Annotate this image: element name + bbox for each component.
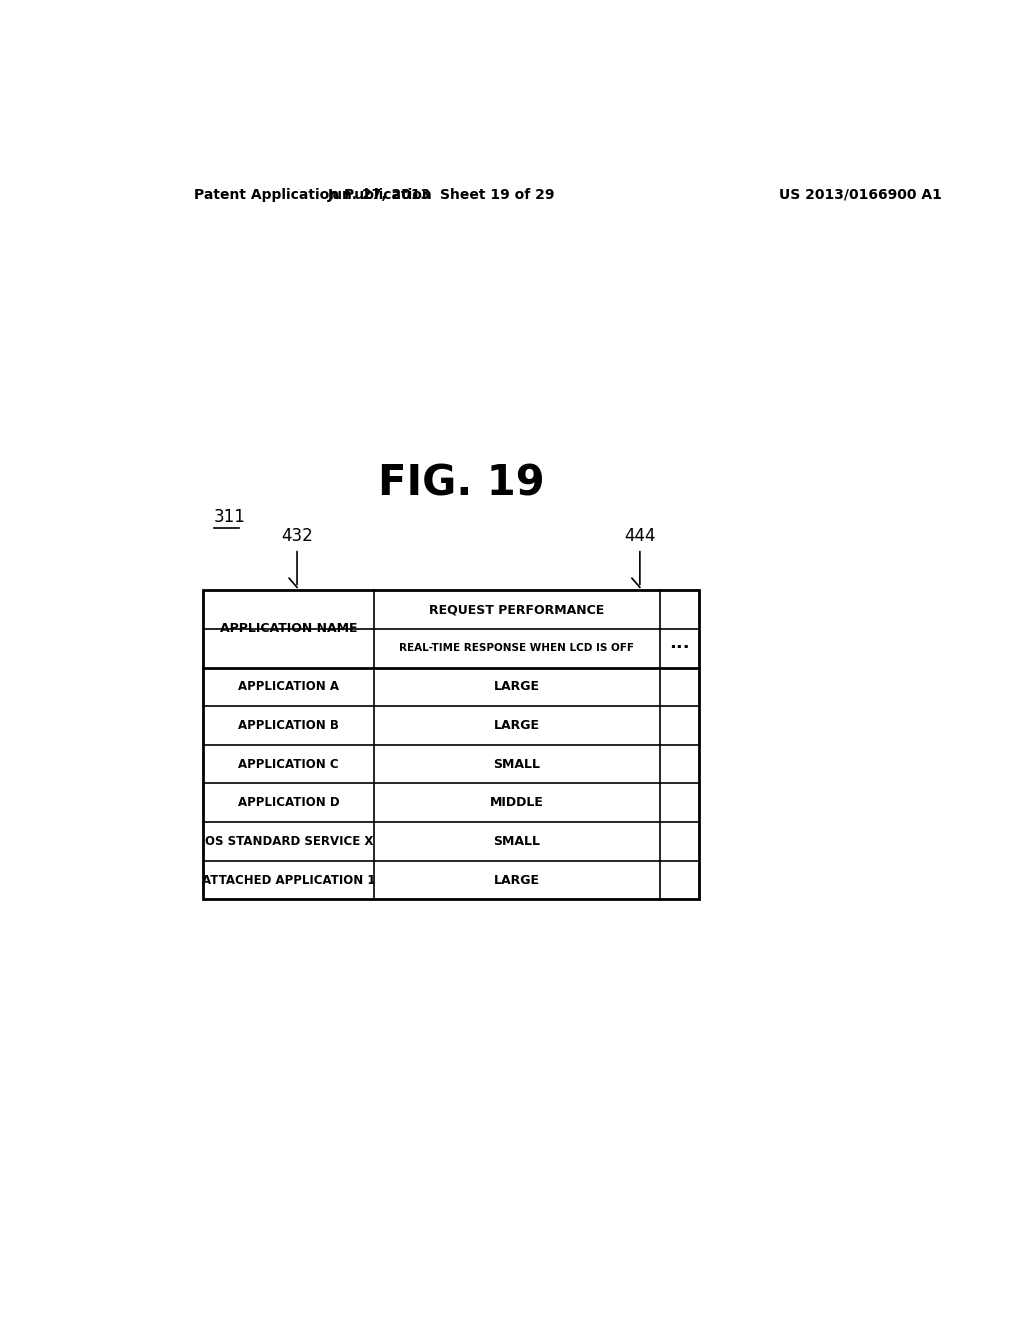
Text: US 2013/0166900 A1: US 2013/0166900 A1 [778,187,942,202]
Text: OS STANDARD SERVICE X: OS STANDARD SERVICE X [205,836,373,847]
Text: SMALL: SMALL [494,758,541,771]
Text: Patent Application Publication: Patent Application Publication [194,187,432,202]
Text: 444: 444 [624,527,655,545]
Bar [204,590,699,899]
Text: APPLICATION A: APPLICATION A [239,680,339,693]
Text: LARGE: LARGE [494,680,540,693]
Text: APPLICATION D: APPLICATION D [238,796,340,809]
Text: 432: 432 [282,527,313,545]
Text: APPLICATION B: APPLICATION B [239,719,339,733]
Text: Jun. 27, 2013  Sheet 19 of 29: Jun. 27, 2013 Sheet 19 of 29 [328,187,555,202]
Text: FIG. 19: FIG. 19 [378,462,545,504]
Text: REQUEST PERFORMANCE: REQUEST PERFORMANCE [429,603,604,616]
Text: SMALL: SMALL [494,836,541,847]
Text: APPLICATION C: APPLICATION C [239,758,339,771]
Text: LARGE: LARGE [494,719,540,733]
Text: APPLICATION NAME: APPLICATION NAME [220,623,357,635]
Text: ···: ··· [670,639,690,657]
Text: LARGE: LARGE [494,874,540,887]
Text: MIDDLE: MIDDLE [489,796,544,809]
Text: ATTACHED APPLICATION 1: ATTACHED APPLICATION 1 [202,874,376,887]
Text: REAL-TIME RESPONSE WHEN LCD IS OFF: REAL-TIME RESPONSE WHEN LCD IS OFF [399,643,634,653]
Text: 311: 311 [214,508,246,527]
